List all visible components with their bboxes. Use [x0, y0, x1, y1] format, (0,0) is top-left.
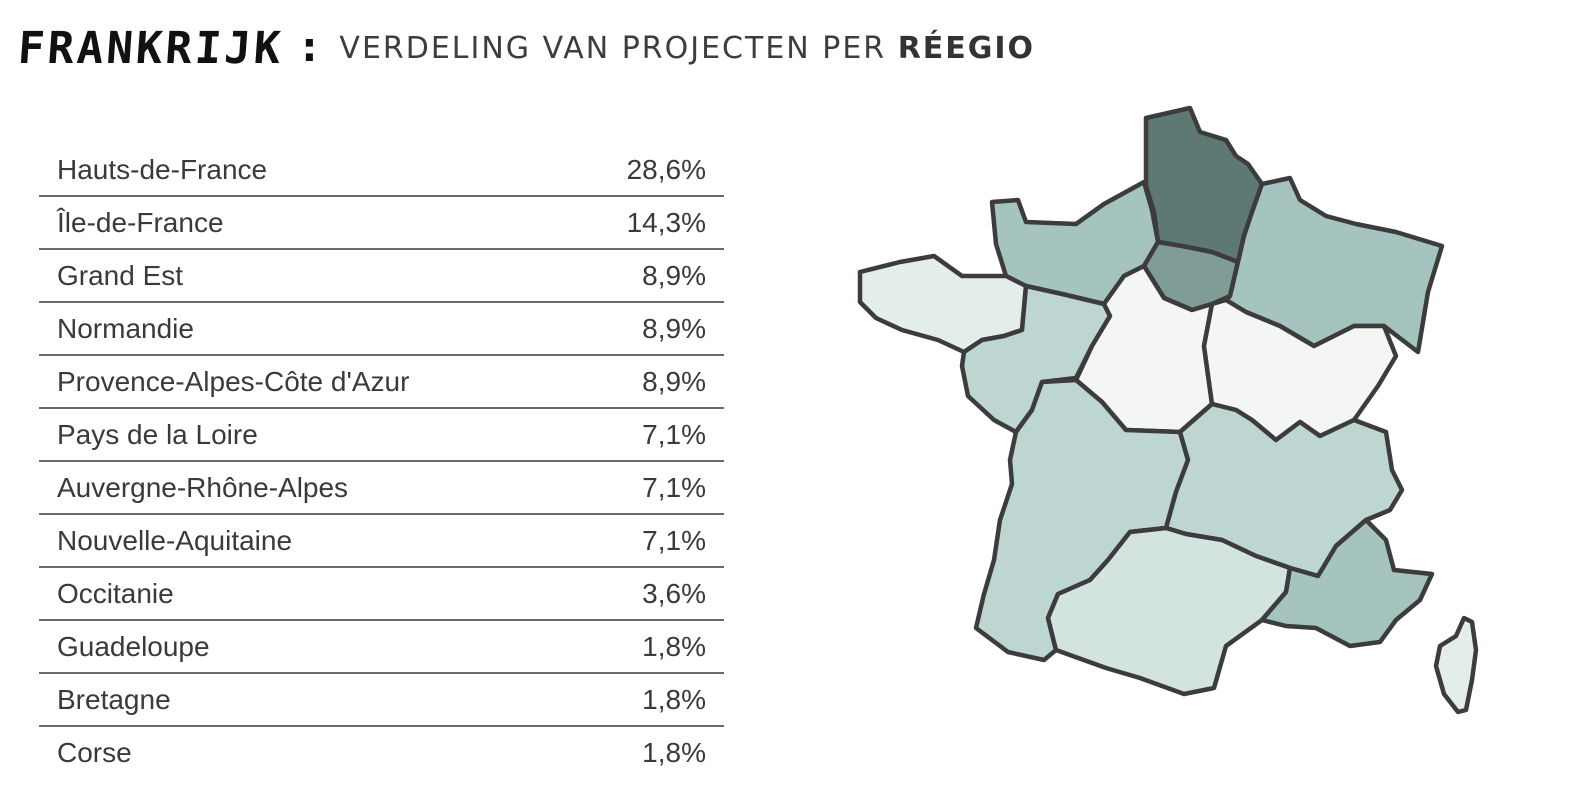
table-row: Normandie 8,9%	[39, 303, 724, 356]
region-name: Hauts-de-France	[57, 153, 268, 185]
region-name: Île-de-France	[57, 206, 224, 238]
region-name: Nouvelle-Aquitaine	[57, 524, 293, 556]
france-region-map	[857, 105, 1479, 715]
table-row: Corse 1,8%	[39, 727, 724, 778]
region-name: Occitanie	[57, 577, 174, 609]
region-name: Normandie	[57, 312, 194, 344]
region-name: Corse	[57, 736, 132, 768]
table-row: Guadeloupe 1,8%	[39, 621, 724, 674]
region-value: 8,9%	[642, 365, 706, 397]
region-name: Bretagne	[57, 683, 171, 715]
region-table: Hauts-de-France 28,6% Île-de-France 14,3% …	[39, 144, 724, 778]
brand-title: FRANKRIJK	[16, 22, 286, 74]
map-region-occitanie	[1045, 525, 1293, 697]
region-value: 28,6%	[626, 153, 706, 185]
region-value: 14,3%	[626, 206, 706, 238]
map-region-provence-alpes-cote-d-azur	[1259, 517, 1435, 649]
table-row: Pays de la Loire 7,1%	[39, 409, 724, 462]
table-row: Hauts-de-France 28,6%	[39, 144, 724, 197]
page-header: FRANKRIJK : VERDELING VAN PROJECTEN PER …	[16, 18, 1035, 78]
table-row: Occitanie 3,6%	[39, 568, 724, 621]
table-row: Auvergne-Rhône-Alpes 7,1%	[39, 462, 724, 515]
region-value: 1,8%	[642, 736, 706, 768]
region-name: Provence-Alpes-Côte d'Azur	[57, 365, 410, 397]
table-row: Île-de-France 14,3%	[39, 197, 724, 250]
region-name: Guadeloupe	[57, 630, 210, 662]
region-value: 1,8%	[642, 683, 706, 715]
region-value: 7,1%	[642, 471, 706, 503]
table-row: Provence-Alpes-Côte d'Azur 8,9%	[39, 356, 724, 409]
table-row: Nouvelle-Aquitaine 7,1%	[39, 515, 724, 568]
map-region-corse	[1433, 615, 1479, 715]
table-row: Grand Est 8,9%	[39, 250, 724, 303]
subtitle-text: VERDELING VAN PROJECTEN PER	[339, 30, 898, 66]
region-name: Pays de la Loire	[57, 418, 258, 450]
region-value: 8,9%	[642, 259, 706, 291]
region-value: 7,1%	[642, 418, 706, 450]
region-name: Grand Est	[57, 259, 184, 291]
subtitle-bold: RÉEGIO	[897, 30, 1036, 66]
title-colon: :	[301, 25, 318, 71]
page-subtitle: VERDELING VAN PROJECTEN PER RÉEGIO	[339, 31, 1035, 66]
region-value: 8,9%	[642, 312, 706, 344]
region-value: 1,8%	[642, 630, 706, 662]
region-value: 3,6%	[642, 577, 706, 609]
region-value: 7,1%	[642, 524, 706, 556]
table-row: Bretagne 1,8%	[39, 674, 724, 727]
region-name: Auvergne-Rhône-Alpes	[57, 471, 349, 503]
